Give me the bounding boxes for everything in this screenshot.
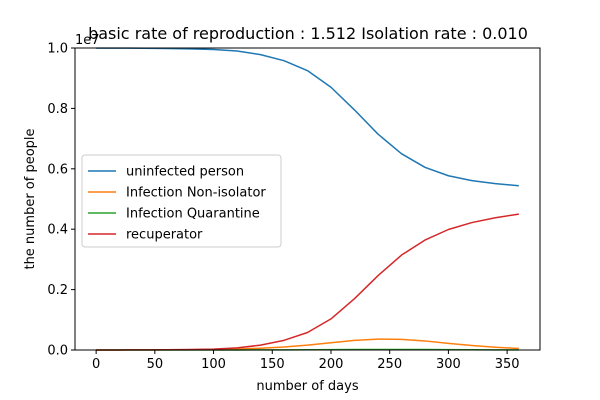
legend-entry: Infection Non-isolator: [126, 186, 266, 201]
y-tick-label: 0.4: [47, 223, 68, 238]
y-scale-label: 1e7: [75, 33, 100, 48]
x-tick-label: 100: [201, 357, 226, 372]
y-tick-label: 0.0: [47, 344, 68, 359]
chart-title: basic rate of reproduction : 1.512 Isola…: [88, 24, 528, 43]
x-tick-label: 0: [92, 357, 100, 372]
legend-entry: uninfected person: [126, 165, 244, 180]
y-axis: 0.0 0.2 0.4 0.6 0.8 1.0: [47, 42, 75, 359]
x-tick-label: 50: [147, 357, 164, 372]
y-tick-label: 0.8: [47, 102, 68, 117]
plot-frame: [74, 47, 541, 351]
x-axis-label: number of days: [256, 379, 358, 394]
y-tick-label: 0.2: [47, 283, 68, 298]
y-axis-label: the number of people: [23, 128, 38, 269]
x-axis: 0 50 100 150 200 250 300 350: [92, 350, 520, 372]
x-tick-label: 200: [319, 357, 344, 372]
legend: uninfected person Infection Non-isolator I…: [81, 154, 282, 248]
legend-entry: Infection Quarantine: [126, 207, 260, 222]
y-tick-label: 0.6: [47, 162, 68, 177]
series-line-1: [96, 338, 519, 351]
legend-entry: recuperator: [126, 228, 203, 243]
x-tick-label: 250: [377, 357, 402, 372]
legend-box: [81, 154, 282, 248]
x-tick-label: 300: [436, 357, 461, 372]
x-tick-label: 150: [260, 357, 285, 372]
y-tick-label: 1.0: [47, 42, 68, 57]
x-tick-label: 350: [495, 357, 520, 372]
